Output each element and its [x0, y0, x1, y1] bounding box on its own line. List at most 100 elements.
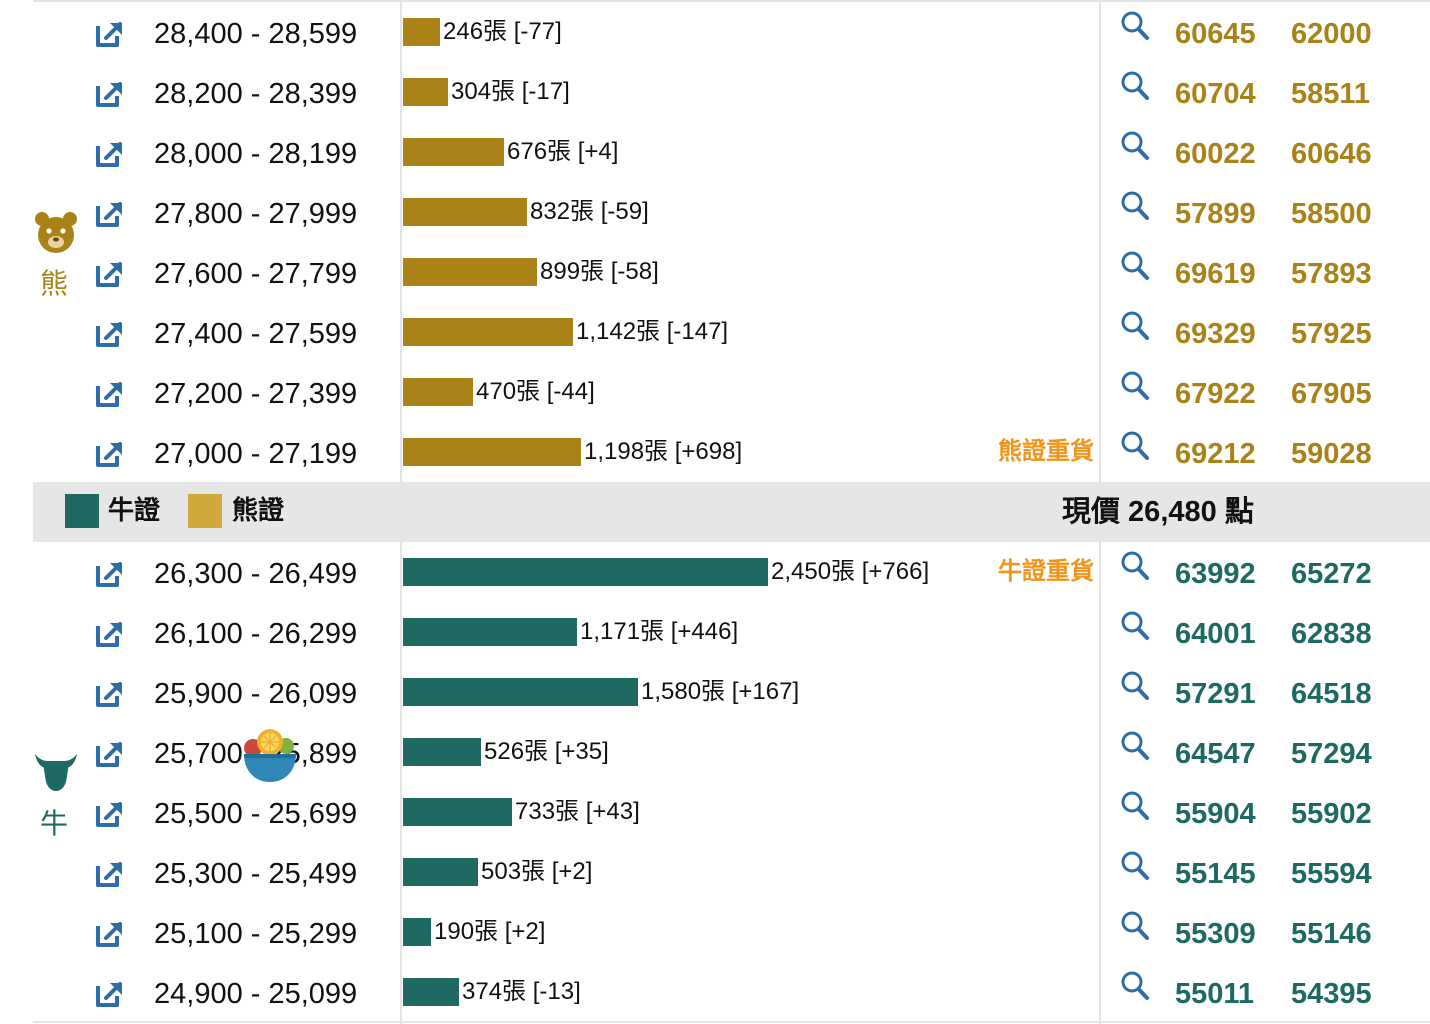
search-icon[interactable] — [1120, 70, 1150, 102]
search-icon[interactable] — [1120, 370, 1150, 402]
bar-value-label: 246張 [-77] — [443, 18, 562, 45]
bear-row: 27,000 - 27,199 1,198張 [+698] 熊證重貨 69212 59… — [0, 422, 1430, 482]
external-link-icon[interactable] — [95, 980, 125, 1008]
bull-row: 26,300 - 26,499 2,450張 [+766] 牛證重貨 63992 65… — [0, 542, 1430, 602]
divider-left-bear — [400, 0, 402, 482]
warrant-code[interactable]: 55146 — [1291, 918, 1372, 950]
legend-bull-label: 牛證 — [108, 495, 161, 525]
warrant-code[interactable]: 63992 — [1175, 558, 1256, 590]
bar-value-label: 374張 [-13] — [462, 978, 581, 1005]
strike-range: 27,400 - 27,599 — [154, 318, 358, 350]
external-link-icon[interactable] — [95, 380, 125, 408]
strike-range: 28,200 - 28,399 — [154, 78, 358, 110]
current-price: 現價 26,480 點 — [1062, 496, 1254, 528]
external-link-icon[interactable] — [95, 560, 125, 588]
warrant-code[interactable]: 65272 — [1291, 558, 1372, 590]
warrant-code[interactable]: 60022 — [1175, 138, 1256, 170]
search-icon[interactable] — [1120, 430, 1150, 462]
bear-row: 27,400 - 27,599 1,142張 [-147] 69329 57925 — [0, 302, 1430, 362]
warrant-code[interactable]: 60645 — [1175, 18, 1256, 50]
external-link-icon[interactable] — [95, 800, 125, 828]
bull-row: 24,900 - 25,099 374張 [-13] 55011 54395 — [0, 962, 1430, 1022]
legend-bull-swatch — [65, 494, 99, 528]
search-icon[interactable] — [1120, 190, 1150, 222]
external-link-icon[interactable] — [95, 140, 125, 168]
warrant-code[interactable]: 57899 — [1175, 198, 1256, 230]
strike-range: 25,500 - 25,699 — [154, 798, 358, 830]
external-link-icon[interactable] — [95, 740, 125, 768]
external-link-icon[interactable] — [95, 680, 125, 708]
warrant-code[interactable]: 62838 — [1291, 618, 1372, 650]
warrant-code[interactable]: 64547 — [1175, 738, 1256, 770]
strike-range: 27,000 - 27,199 — [154, 438, 358, 470]
external-link-icon[interactable] — [95, 440, 125, 468]
bar-value-label: 1,142張 [-147] — [576, 318, 729, 345]
search-icon[interactable] — [1120, 970, 1150, 1002]
heavy-position-tag: 牛證重貨 — [998, 558, 1094, 585]
bar-value-label: 2,450張 [+766] — [771, 558, 930, 585]
search-icon[interactable] — [1120, 910, 1150, 942]
external-link-icon[interactable] — [95, 80, 125, 108]
warrant-code[interactable]: 64518 — [1291, 678, 1372, 710]
search-icon[interactable] — [1120, 310, 1150, 342]
divider-right-bull — [1099, 542, 1101, 1024]
heavy-position-tag: 熊證重貨 — [998, 438, 1094, 465]
warrant-code[interactable]: 64001 — [1175, 618, 1256, 650]
warrant-code[interactable]: 55902 — [1291, 798, 1372, 830]
bar-value-label: 1,171張 [+446] — [580, 618, 739, 645]
warrant-code[interactable]: 59028 — [1291, 438, 1372, 470]
warrant-code[interactable]: 60646 — [1291, 138, 1372, 170]
warrant-code[interactable]: 55145 — [1175, 858, 1256, 890]
strike-range: 27,200 - 27,399 — [154, 378, 358, 410]
external-link-icon[interactable] — [95, 920, 125, 948]
bull-bar — [403, 678, 638, 706]
strike-range: 28,000 - 28,199 — [154, 138, 358, 170]
warrant-code[interactable]: 69212 — [1175, 438, 1256, 470]
warrant-code[interactable]: 57925 — [1291, 318, 1372, 350]
bull-bar — [403, 858, 478, 886]
warrant-code[interactable]: 55011 — [1175, 978, 1255, 1010]
warrant-code[interactable]: 57893 — [1291, 258, 1372, 290]
strike-range: 25,100 - 25,299 — [154, 918, 358, 950]
warrant-code[interactable]: 67922 — [1175, 378, 1256, 410]
strike-range: 27,800 - 27,999 — [154, 198, 358, 230]
fruit-bowl-icon — [244, 729, 296, 782]
strike-range: 25,300 - 25,499 — [154, 858, 358, 890]
external-link-icon[interactable] — [95, 320, 125, 348]
warrant-code[interactable]: 54395 — [1291, 978, 1372, 1010]
bull-icon — [35, 754, 77, 791]
search-icon[interactable] — [1120, 10, 1150, 42]
search-icon[interactable] — [1120, 790, 1150, 822]
warrant-code[interactable]: 58500 — [1291, 198, 1372, 230]
warrant-code[interactable]: 55904 — [1175, 798, 1256, 830]
warrant-code[interactable]: 62000 — [1291, 18, 1372, 50]
warrant-code[interactable]: 57294 — [1291, 738, 1372, 770]
search-icon[interactable] — [1120, 730, 1150, 762]
search-icon[interactable] — [1120, 130, 1150, 162]
warrant-code[interactable]: 67905 — [1291, 378, 1372, 410]
search-icon[interactable] — [1120, 550, 1150, 582]
external-link-icon[interactable] — [95, 620, 125, 648]
bear-bar — [403, 78, 448, 106]
external-link-icon[interactable] — [95, 20, 125, 48]
bull-row: 25,100 - 25,299 190張 [+2] 55309 55146 — [0, 902, 1430, 962]
warrant-code[interactable]: 57291 — [1175, 678, 1256, 710]
external-link-icon[interactable] — [95, 860, 125, 888]
warrant-code[interactable]: 69329 — [1175, 318, 1256, 350]
bar-value-label: 733張 [+43] — [515, 798, 640, 825]
warrant-code[interactable]: 58511 — [1291, 78, 1371, 110]
search-icon[interactable] — [1120, 610, 1150, 642]
warrant-code[interactable]: 60704 — [1175, 78, 1256, 110]
external-link-icon[interactable] — [95, 260, 125, 288]
warrant-code[interactable]: 55594 — [1291, 858, 1372, 890]
warrant-code[interactable]: 55309 — [1175, 918, 1256, 950]
bear-bar — [403, 318, 573, 346]
warrant-code[interactable]: 69619 — [1175, 258, 1256, 290]
search-icon[interactable] — [1120, 250, 1150, 282]
strike-range: 26,300 - 26,499 — [154, 558, 358, 590]
strike-range: 27,600 - 27,799 — [154, 258, 358, 290]
external-link-icon[interactable] — [95, 200, 125, 228]
search-icon[interactable] — [1120, 670, 1150, 702]
search-icon[interactable] — [1120, 850, 1150, 882]
